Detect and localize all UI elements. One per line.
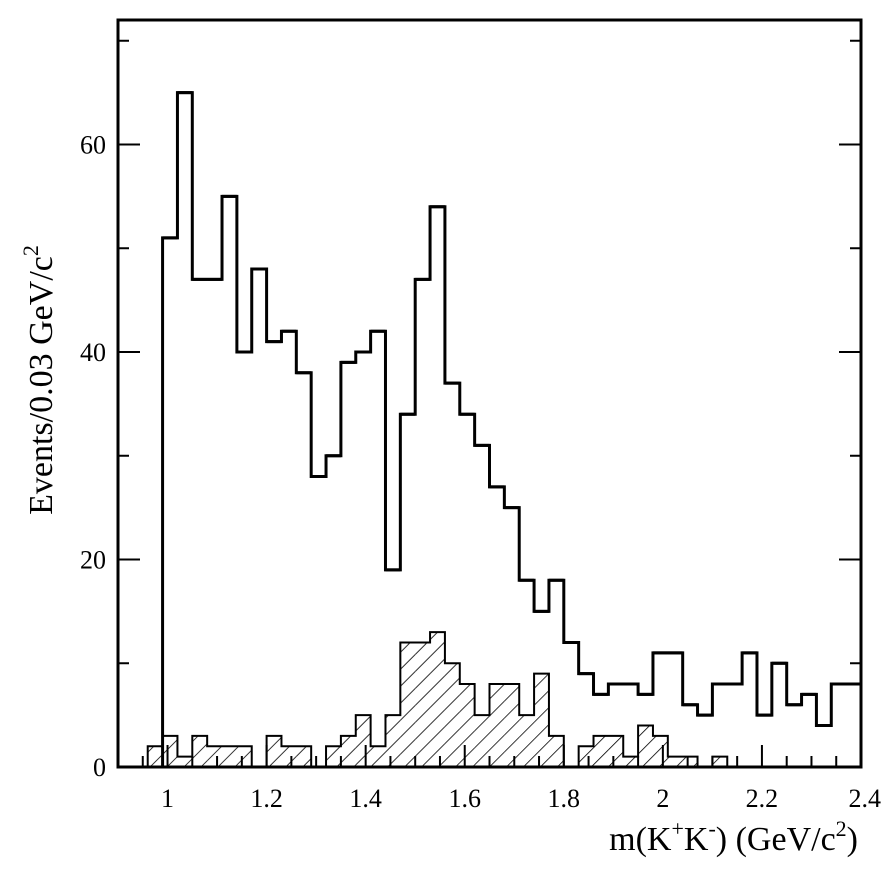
hatched-histogram <box>146 631 729 768</box>
hatched-bin <box>355 715 371 767</box>
hatched-bin <box>578 746 594 767</box>
x-tick-label: 2 <box>656 784 669 813</box>
y-tick-label: 0 <box>93 753 106 782</box>
x-tick-labels: 1 1.2 1.4 1.6 1.8 2 2.2 2.4 <box>161 784 881 813</box>
y-axis-title: Events/0.03 GeV/c2 <box>18 245 60 515</box>
hatched-bin <box>623 756 639 767</box>
hatched-bin <box>430 632 445 767</box>
x-axis-title: m(K+K-) (GeV/c2) <box>609 816 858 858</box>
hatched-bin <box>296 746 312 767</box>
hatched-bin <box>326 746 341 767</box>
hatched-bin <box>236 746 252 767</box>
hatched-bin <box>638 725 653 767</box>
hatched-bin <box>207 746 223 767</box>
hatched-bin <box>222 746 237 767</box>
hatched-bin <box>147 746 163 767</box>
axis-ticks <box>117 39 862 768</box>
x-tick-label: 1 <box>161 784 174 813</box>
hatched-bin <box>667 756 683 767</box>
hatched-bin <box>534 673 549 767</box>
x-tick-label: 2.4 <box>849 784 882 813</box>
hatched-bin <box>504 684 520 767</box>
hatched-bin <box>682 756 698 767</box>
x-tick-label: 1.6 <box>448 784 481 813</box>
hatched-bin <box>652 735 668 767</box>
hatched-bin <box>370 746 386 767</box>
hatched-bin <box>608 735 624 767</box>
plot-frame <box>116 18 863 769</box>
hatched-bin <box>281 746 297 767</box>
y-tick-label: 40 <box>80 338 106 367</box>
hatched-bin <box>192 735 208 767</box>
x-tick-label: 2.2 <box>746 784 779 813</box>
hatched-bin <box>415 642 431 767</box>
hatched-bin <box>162 735 178 767</box>
outline-histogram <box>161 91 861 767</box>
y-tick-label: 20 <box>80 546 106 575</box>
x-tick-label: 1.4 <box>349 784 382 813</box>
y-tick-labels: 0 20 40 60 <box>80 131 106 783</box>
hatched-bin <box>385 715 401 767</box>
hatched-bin <box>489 684 505 767</box>
x-tick-label: 1.8 <box>548 784 581 813</box>
hatched-bin <box>444 663 460 767</box>
hatched-bin <box>593 735 609 767</box>
hatched-bin <box>459 684 475 767</box>
hatched-bin <box>474 715 490 767</box>
hatched-bin <box>712 756 728 767</box>
hatched-bin <box>548 735 564 767</box>
hatched-bin <box>266 735 282 767</box>
hatched-bin <box>177 756 193 767</box>
hatched-bin <box>340 735 356 767</box>
x-tick-label: 1.2 <box>250 784 283 813</box>
hatched-bin <box>519 715 535 767</box>
outline-step-path <box>161 91 861 767</box>
hatched-bin <box>400 642 416 767</box>
y-tick-label: 60 <box>80 131 106 160</box>
